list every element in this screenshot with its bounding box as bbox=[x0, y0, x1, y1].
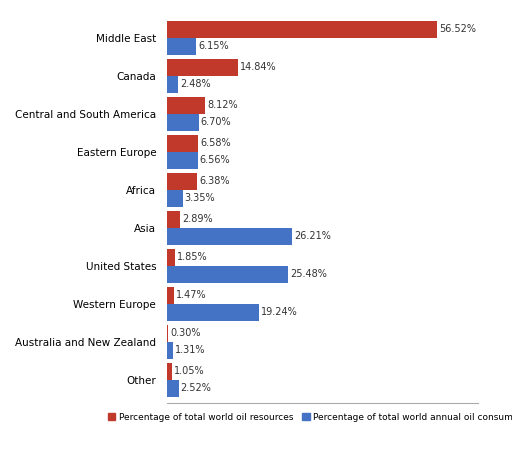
Text: 19.24%: 19.24% bbox=[261, 307, 297, 317]
Text: 6.56%: 6.56% bbox=[200, 155, 230, 165]
Text: 1.31%: 1.31% bbox=[175, 345, 205, 355]
Text: 14.84%: 14.84% bbox=[240, 62, 276, 72]
Bar bbox=[166, 190, 183, 207]
Bar bbox=[166, 211, 180, 228]
Bar bbox=[166, 38, 196, 55]
Text: 6.70%: 6.70% bbox=[201, 117, 231, 127]
Text: 1.85%: 1.85% bbox=[177, 252, 208, 262]
Legend: Percentage of total world oil resources, Percentage of total world annual oil co: Percentage of total world oil resources,… bbox=[104, 409, 512, 425]
Text: 26.21%: 26.21% bbox=[294, 231, 331, 241]
Text: 25.48%: 25.48% bbox=[290, 269, 327, 279]
Bar bbox=[166, 21, 437, 38]
Bar bbox=[166, 266, 288, 283]
Bar bbox=[166, 173, 197, 190]
Text: 2.48%: 2.48% bbox=[180, 79, 211, 89]
Text: 6.15%: 6.15% bbox=[198, 41, 228, 51]
Text: 2.52%: 2.52% bbox=[181, 383, 211, 393]
Bar bbox=[166, 287, 174, 304]
Bar bbox=[166, 114, 199, 131]
Text: 3.35%: 3.35% bbox=[184, 193, 215, 203]
Bar bbox=[166, 304, 259, 321]
Bar bbox=[166, 342, 173, 359]
Text: 1.05%: 1.05% bbox=[174, 366, 204, 376]
Bar bbox=[166, 76, 178, 93]
Text: 6.58%: 6.58% bbox=[200, 138, 230, 148]
Bar bbox=[166, 152, 198, 169]
Bar bbox=[166, 59, 238, 76]
Bar bbox=[166, 380, 179, 397]
Bar bbox=[166, 97, 205, 114]
Text: 2.89%: 2.89% bbox=[182, 214, 213, 225]
Bar bbox=[166, 363, 172, 380]
Text: 56.52%: 56.52% bbox=[439, 24, 476, 35]
Bar bbox=[166, 228, 292, 245]
Bar bbox=[166, 135, 198, 152]
Text: 0.30%: 0.30% bbox=[170, 328, 200, 338]
Bar bbox=[166, 249, 176, 266]
Text: 8.12%: 8.12% bbox=[207, 100, 238, 110]
Text: 1.47%: 1.47% bbox=[176, 290, 206, 301]
Bar bbox=[166, 325, 168, 342]
Text: 6.38%: 6.38% bbox=[199, 177, 229, 186]
